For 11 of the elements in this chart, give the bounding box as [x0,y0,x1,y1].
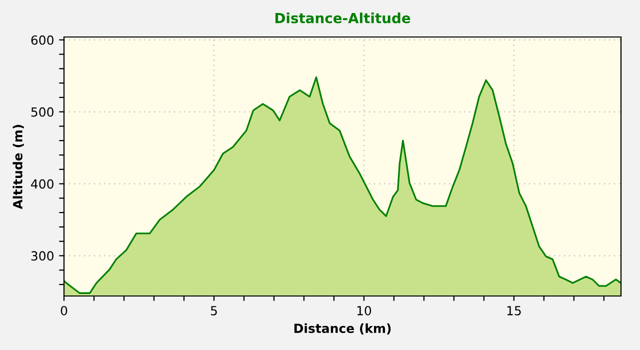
y-axis-title: Altitude (m) [12,124,24,210]
y-tick-label: 600 [31,35,54,45]
x-tick-label: 5 [210,306,217,316]
x-tick-label: 10 [357,306,372,316]
y-tick-label: 300 [31,251,54,261]
x-axis-title: Distance (km) [294,323,391,335]
x-tick-label: 15 [507,306,521,316]
y-tick-label: 400 [31,179,54,189]
x-tick-label: 0 [60,306,68,316]
chart-title: Distance-Altitude [275,12,410,24]
y-tick-label: 500 [31,107,54,117]
